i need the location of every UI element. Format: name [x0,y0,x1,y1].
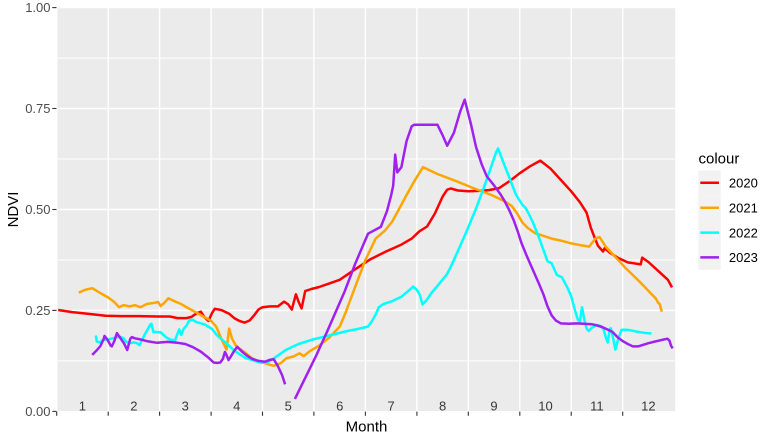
svg-text:2: 2 [130,398,137,413]
svg-text:9: 9 [490,398,497,413]
svg-text:NDVI: NDVI [5,192,22,228]
svg-text:0.75: 0.75 [25,101,50,116]
svg-text:2023: 2023 [729,250,758,265]
svg-text:11: 11 [590,398,604,413]
svg-text:colour: colour [699,151,740,168]
svg-text:1: 1 [79,398,86,413]
svg-text:8: 8 [439,398,446,413]
svg-text:2021: 2021 [729,201,758,216]
svg-text:7: 7 [387,398,394,413]
svg-text:10: 10 [538,398,552,413]
svg-text:0.00: 0.00 [25,404,50,419]
svg-text:Month: Month [346,419,388,436]
svg-text:12: 12 [641,398,655,413]
svg-text:3: 3 [182,398,189,413]
svg-text:2020: 2020 [729,176,758,191]
svg-text:1.00: 1.00 [25,0,50,15]
svg-text:6: 6 [336,398,343,413]
svg-text:4: 4 [233,398,240,413]
svg-text:0.25: 0.25 [25,303,50,318]
svg-text:2022: 2022 [729,225,758,240]
svg-text:5: 5 [285,398,292,413]
svg-text:0.50: 0.50 [25,202,50,217]
